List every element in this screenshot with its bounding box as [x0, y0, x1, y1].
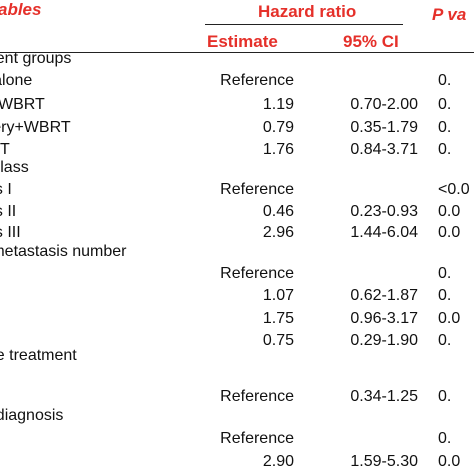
row-variable: at diagnosis	[0, 407, 64, 424]
table-row: 52.901.59-5.300.0	[0, 451, 474, 473]
variables-header: ables	[0, 0, 42, 19]
table-row: 0.75 0.29-1.90 0.	[0, 330, 474, 352]
row-variable: A class	[0, 159, 29, 176]
row-ci: 0.29-1.90	[350, 332, 418, 349]
row-variable: BRT	[0, 141, 10, 158]
row-p-value: 0.	[438, 119, 452, 136]
row-ci: 1.59-5.30	[350, 453, 418, 470]
row-estimate: 1.19	[262, 96, 294, 113]
row-estimate: Reference	[220, 388, 294, 405]
row-p-value: 0.	[438, 141, 452, 158]
table-row: ass II 0.46 0.23-0.93 0.0	[0, 201, 474, 223]
table-row: K+WBRT 1.19 0.70-2.00 0.	[0, 94, 474, 116]
row-p-value: 0.	[438, 96, 452, 113]
row-variable: n metastasis number	[0, 243, 127, 260]
row-variable: age treatment	[0, 347, 77, 364]
table-row: at diagnosis	[0, 405, 474, 427]
row-ci: 0.23-0.93	[350, 203, 418, 220]
row-ci: 0.62-1.87	[350, 287, 418, 304]
row-variable: ass II	[0, 203, 17, 220]
row-ci: 0.70-2.00	[350, 96, 418, 113]
row-p-value: 0.	[438, 388, 452, 405]
row-variable: ass III	[0, 224, 21, 241]
table-row: tment groups	[0, 48, 474, 70]
row-variable: ass I	[0, 181, 12, 198]
row-p-value: 0.0	[438, 453, 461, 470]
row-estimate: Reference	[220, 181, 294, 198]
row-p-value: 0.	[438, 430, 452, 447]
table-row: n metastasis number	[0, 241, 474, 263]
row-ci: 0.96-3.17	[350, 310, 418, 327]
row-p-value: 0.0	[438, 203, 461, 220]
row-p-value: 0.	[438, 72, 452, 89]
row-estimate: 1.07	[262, 287, 294, 304]
row-estimate: 2.96	[262, 224, 294, 241]
table-row: ass III 2.96 1.44-6.04 0.0	[0, 222, 474, 244]
row-ci: 0.35-1.79	[350, 119, 418, 136]
table-row: age treatment	[0, 345, 474, 367]
row-estimate: 0.75	[262, 332, 294, 349]
p-value-header: P va	[432, 5, 467, 24]
row-estimate: 0.79	[262, 119, 294, 136]
row-p-value: 0.	[438, 287, 452, 304]
row-p-value: 0.0	[438, 310, 461, 327]
table-row: Reference 0.	[0, 263, 474, 285]
table-row: 1.75 0.96-3.17 0.0	[0, 308, 474, 330]
header-bottom-rule	[0, 52, 474, 53]
row-estimate: 2.90	[262, 453, 294, 470]
row-variable: rgery+WBRT	[0, 119, 71, 136]
table-row: A class	[0, 157, 474, 179]
row-estimate: Reference	[220, 265, 294, 282]
row-ci: 0.84-3.71	[350, 141, 418, 158]
estimate-header: Estimate	[207, 32, 278, 51]
row-variable: K alone	[0, 72, 33, 89]
row-p-value: <0.0	[438, 181, 470, 198]
hazard-ratio-header: Hazard ratio	[258, 2, 357, 21]
row-variable: K+WBRT	[0, 96, 45, 113]
row-estimate: 0.46	[262, 203, 294, 220]
table-row: 1.07 0.62-1.87 0.	[0, 285, 474, 307]
row-estimate: Reference	[220, 72, 294, 89]
table-row: 5Reference0.	[0, 428, 474, 450]
row-variable: tment groups	[0, 50, 72, 67]
row-estimate: 1.75	[262, 310, 294, 327]
hazard-ratio-rule	[205, 24, 403, 25]
ci-header: 95% CI	[343, 32, 399, 51]
table-row: K alone Reference 0.	[0, 70, 474, 92]
table-row: ass I Reference <0.0	[0, 179, 474, 201]
row-p-value: 0.0	[438, 224, 461, 241]
row-estimate: Reference	[220, 430, 294, 447]
row-ci: 0.34-1.25	[350, 388, 418, 405]
table-row: BRT 1.76 0.84-3.71 0.	[0, 139, 474, 161]
table-row: rgery+WBRT 0.79 0.35-1.79 0.	[0, 117, 474, 139]
row-p-value: 0.	[438, 332, 452, 349]
row-estimate: 1.76	[262, 141, 294, 158]
row-p-value: 0.	[438, 265, 452, 282]
row-ci: 1.44-6.04	[350, 224, 418, 241]
